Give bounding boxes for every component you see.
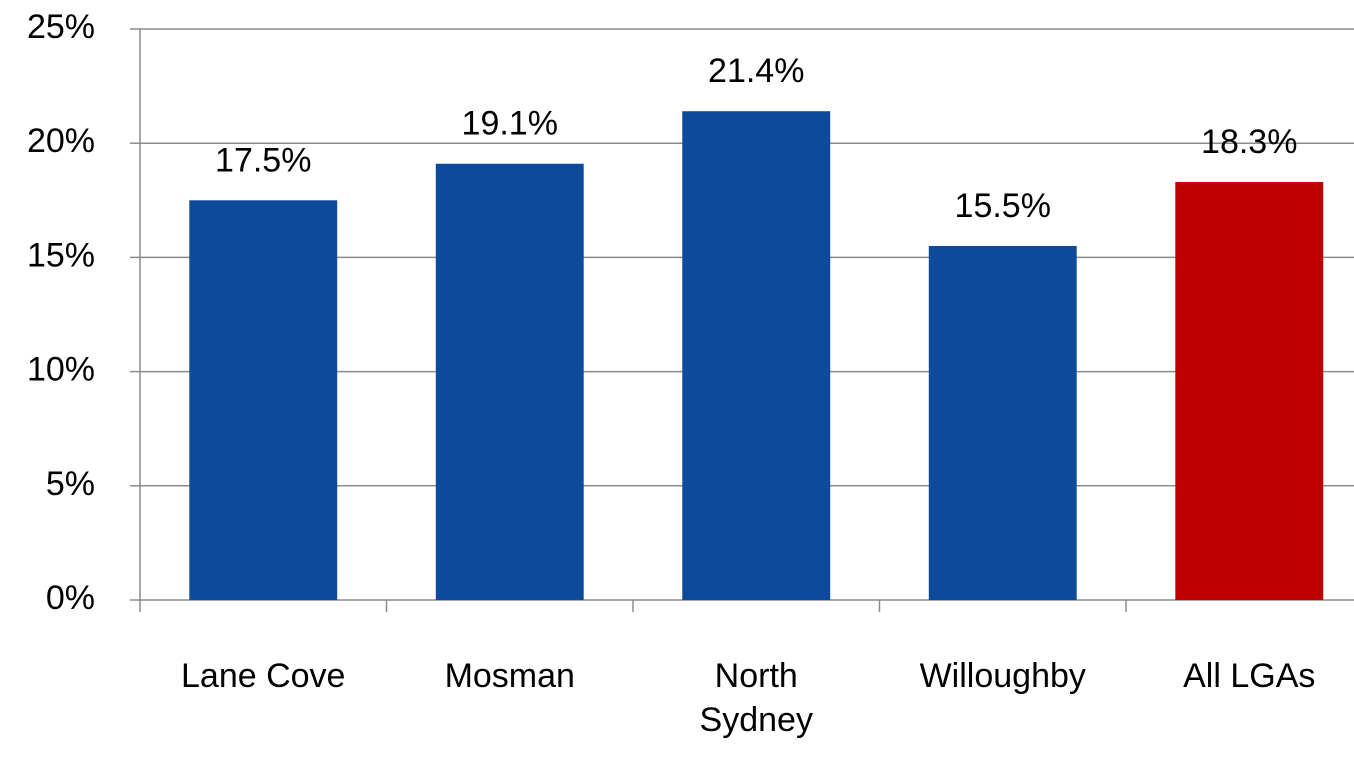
x-tick-label: Lane Cove <box>181 657 346 695</box>
y-tick-label: 5% <box>46 465 95 503</box>
y-tick-label: 15% <box>27 236 95 274</box>
y-tick-label: 20% <box>27 122 95 160</box>
data-label: 19.1% <box>462 105 558 143</box>
data-label: 21.4% <box>708 52 804 90</box>
data-label: 17.5% <box>215 141 311 179</box>
x-tick-label: Mosman <box>444 657 575 695</box>
bar <box>435 163 584 601</box>
y-tick-label: 0% <box>46 579 95 617</box>
bar <box>928 245 1077 601</box>
data-label: 15.5% <box>955 187 1051 225</box>
x-tick-label: All LGAs <box>1183 657 1316 695</box>
x-tick-label: Willoughby <box>919 657 1086 695</box>
data-label: 18.3% <box>1201 123 1297 161</box>
y-tick-label: 25% <box>27 8 95 46</box>
bar <box>1175 182 1324 600</box>
x-tick-label: North Sydney <box>699 657 813 739</box>
y-tick-label: 10% <box>27 351 95 389</box>
bar <box>682 111 831 600</box>
bar <box>189 200 338 601</box>
